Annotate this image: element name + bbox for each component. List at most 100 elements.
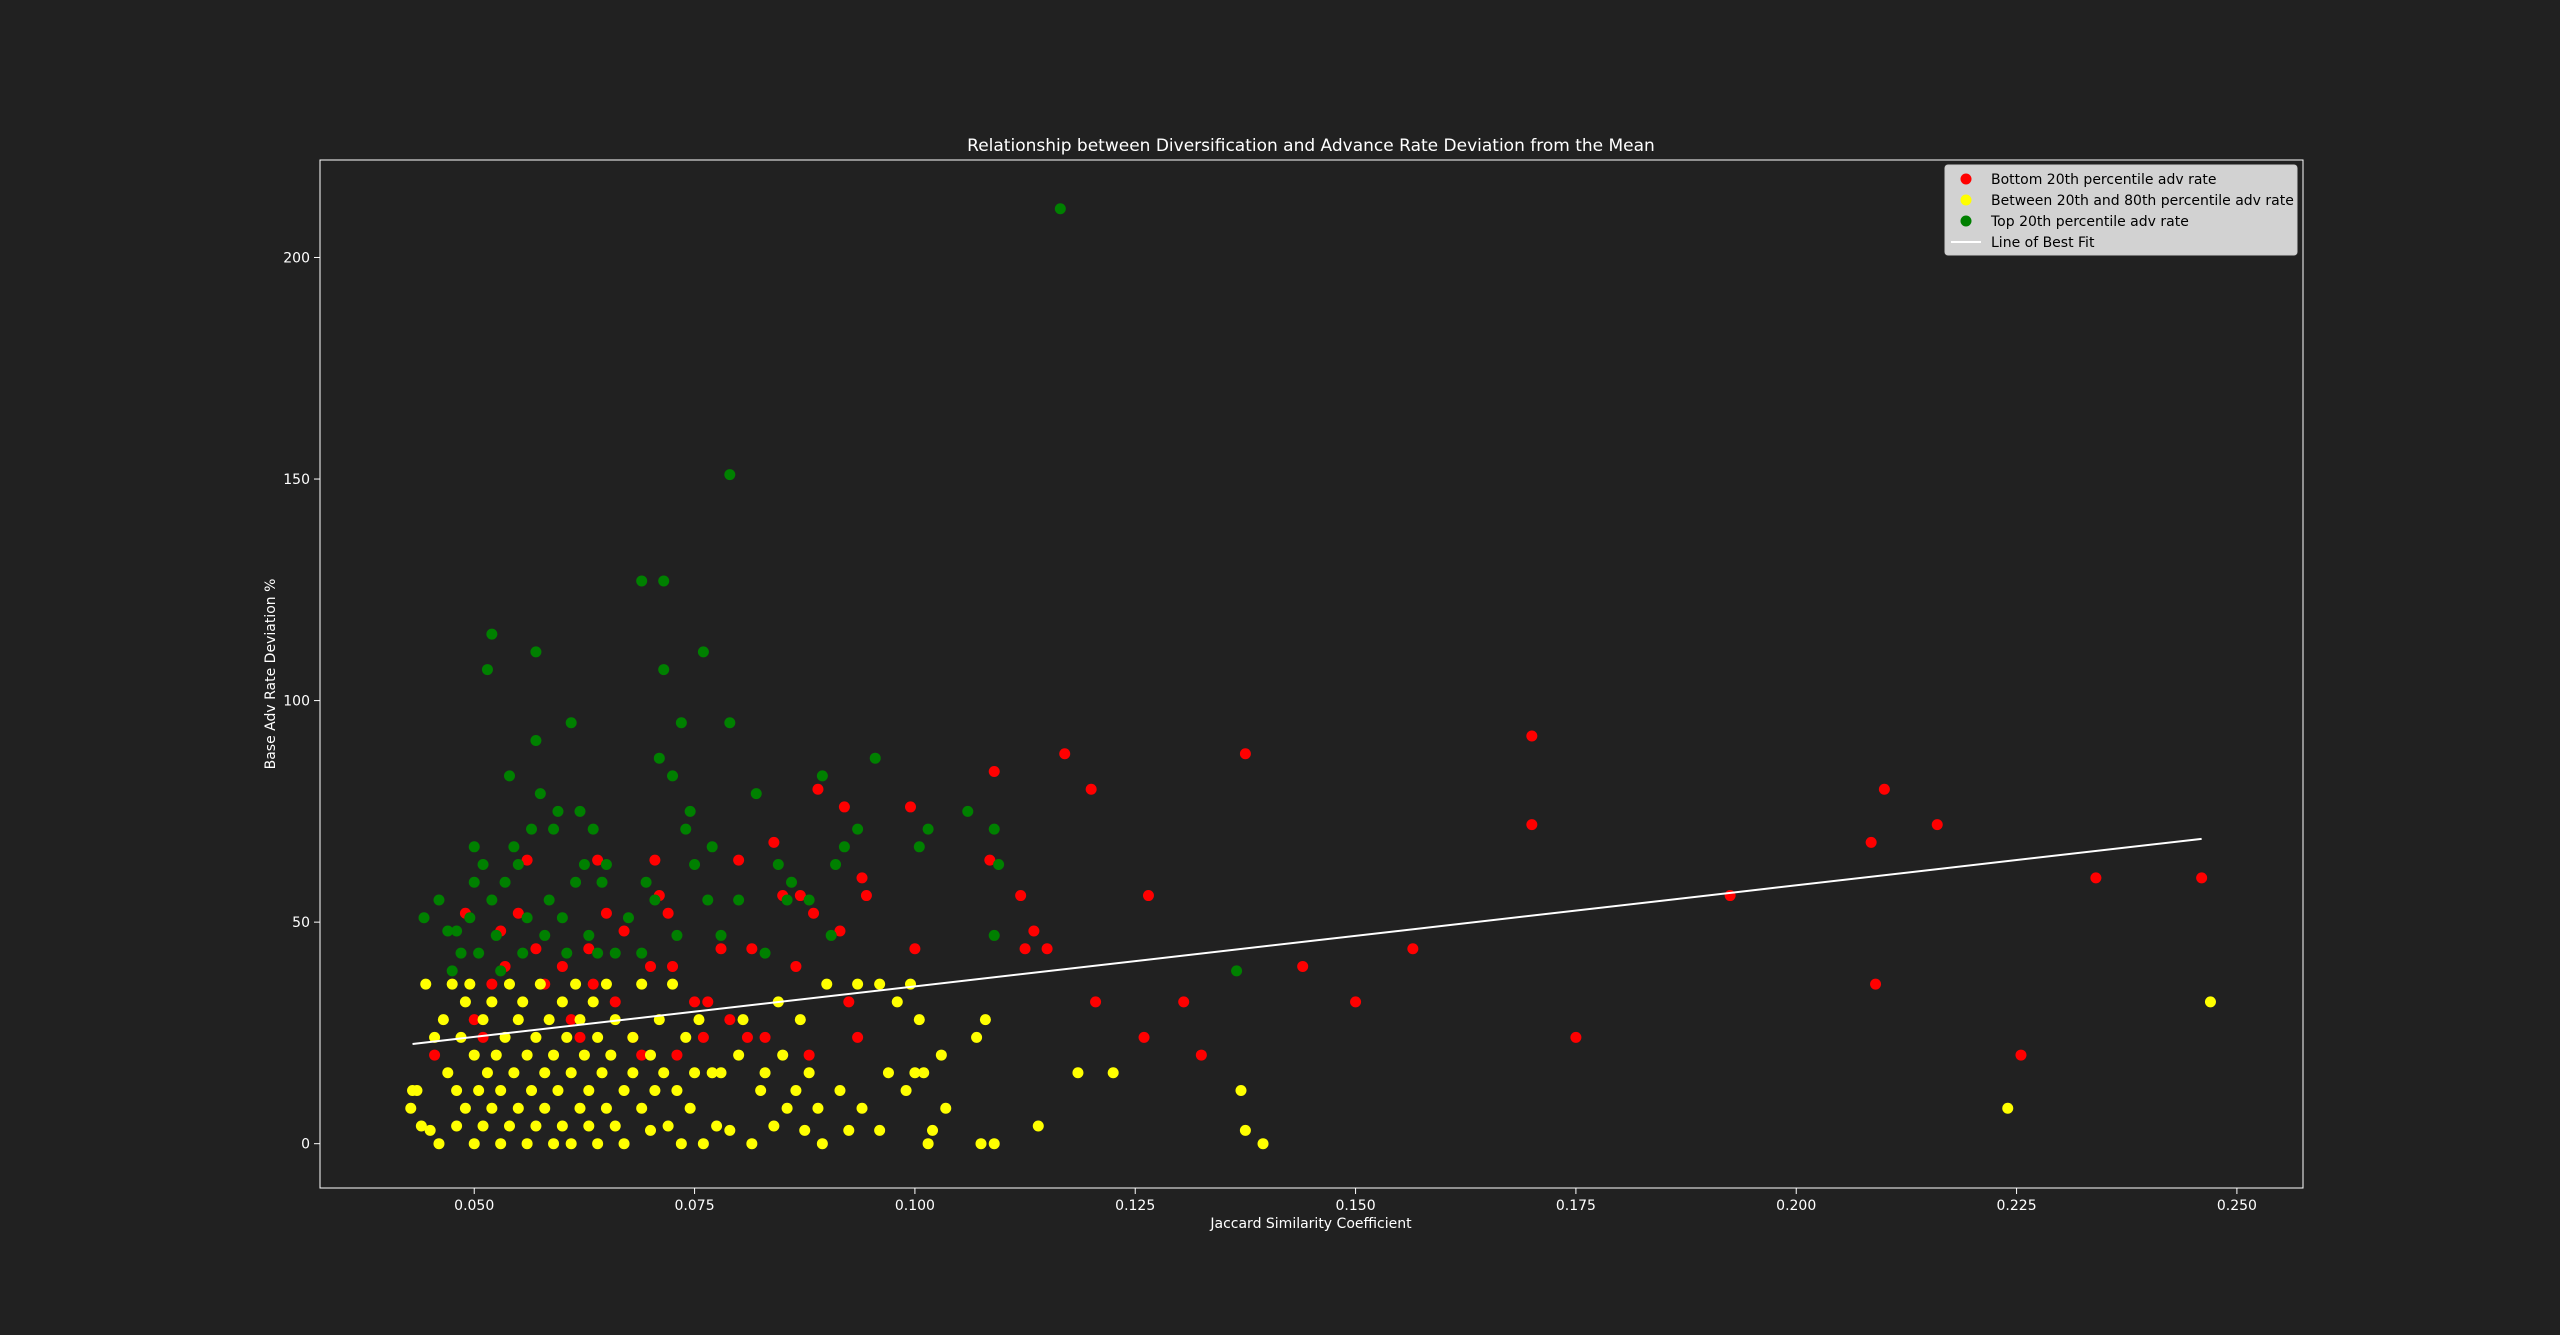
data-point — [464, 912, 476, 924]
data-point — [860, 890, 872, 902]
data-point — [495, 965, 507, 977]
data-point — [697, 646, 709, 658]
data-point — [600, 978, 612, 990]
data-point — [799, 1124, 811, 1136]
data-point — [645, 1124, 656, 1136]
data-point — [433, 1138, 445, 1150]
chart-title: Relationship between Diversification and… — [967, 136, 1655, 156]
data-point — [618, 1085, 630, 1097]
data-point — [429, 1031, 441, 1043]
data-point — [587, 996, 599, 1008]
data-point — [600, 1102, 612, 1114]
scatter-points — [405, 203, 2216, 1150]
data-point — [772, 859, 784, 871]
data-point — [574, 805, 586, 817]
data-point — [605, 1049, 617, 1061]
data-point — [706, 1067, 718, 1079]
data-point — [874, 1124, 886, 1136]
data-point — [975, 1138, 987, 1150]
legend-marker — [1960, 173, 1972, 185]
y-axis-label: Base Adv Rate Deviation % — [263, 579, 279, 770]
data-point — [503, 978, 515, 990]
data-point — [1019, 943, 1031, 955]
data-point — [812, 1102, 824, 1114]
data-point — [552, 1085, 564, 1097]
data-point — [451, 925, 463, 937]
data-point — [486, 1102, 498, 1114]
data-point — [803, 1067, 815, 1079]
data-point — [561, 947, 573, 959]
data-point — [1059, 748, 1071, 760]
legend-entries: Bottom 20th percentile adv rate Between 2… — [1951, 172, 2294, 251]
data-point — [477, 1014, 489, 1026]
data-point — [675, 1138, 687, 1150]
data-point — [548, 1049, 560, 1061]
data-point — [781, 1102, 793, 1114]
data-point — [689, 859, 701, 871]
data-point — [667, 978, 679, 990]
data-point — [442, 925, 454, 937]
data-point — [702, 894, 714, 906]
data-point — [570, 876, 582, 888]
series-0 — [429, 730, 2208, 1061]
data-point — [777, 1049, 789, 1061]
data-point — [512, 907, 524, 919]
data-point — [512, 1102, 524, 1114]
data-point — [468, 1014, 480, 1026]
data-point — [702, 996, 714, 1008]
data-point — [420, 978, 432, 990]
data-point — [830, 859, 842, 871]
data-point — [689, 996, 701, 1008]
legend-label: Line of Best Fit — [1991, 235, 2095, 251]
data-point — [675, 717, 687, 729]
data-point — [808, 907, 820, 919]
data-point — [442, 1067, 454, 1079]
data-point — [468, 841, 480, 853]
data-point — [583, 1120, 595, 1132]
plot-frame — [319, 159, 2304, 1189]
data-point — [869, 752, 881, 764]
data-point — [746, 943, 758, 955]
x-axis: 0.050 0.075 0.100 0.125 0.150 0.175 0.200 0.225… — [454, 1188, 2257, 1214]
data-point — [481, 1067, 493, 1079]
data-point — [1865, 836, 1877, 848]
data-point — [1142, 890, 1154, 902]
data-point — [600, 907, 612, 919]
data-point — [1870, 978, 1882, 990]
x-tick-label: 0.050 — [454, 1198, 494, 1214]
data-point — [671, 1049, 683, 1061]
data-point — [1570, 1031, 1582, 1043]
legend-label: Between 20th and 80th percentile adv rat… — [1991, 193, 2294, 209]
data-point — [658, 575, 670, 587]
data-point — [1178, 996, 1190, 1008]
data-point — [1072, 1067, 1084, 1079]
data-point — [446, 965, 458, 977]
data-point — [455, 1031, 467, 1043]
data-point — [556, 1120, 568, 1132]
data-point — [988, 929, 1000, 941]
data-point — [534, 788, 546, 800]
x-axis-label: Jaccard Similarity Coefficient — [1209, 1216, 1412, 1232]
data-point — [473, 947, 485, 959]
data-point — [1878, 783, 1890, 795]
data-point — [548, 823, 560, 835]
data-point — [1931, 819, 1943, 831]
data-point — [759, 1031, 771, 1043]
data-point — [711, 1120, 723, 1132]
data-point — [548, 1138, 560, 1150]
data-point — [556, 960, 568, 972]
data-point — [741, 1031, 753, 1043]
data-point — [909, 1067, 921, 1079]
data-point — [609, 1014, 621, 1026]
y-tick-label: 50 — [292, 915, 310, 931]
data-point — [473, 1085, 485, 1097]
data-point — [658, 664, 670, 676]
data-point — [539, 1102, 551, 1114]
data-point — [508, 1067, 520, 1079]
x-tick-label: 0.150 — [1336, 1198, 1376, 1214]
data-point — [609, 1120, 621, 1132]
data-point — [812, 783, 824, 795]
data-point — [583, 1085, 595, 1097]
data-point — [565, 717, 577, 729]
data-point — [592, 854, 604, 866]
